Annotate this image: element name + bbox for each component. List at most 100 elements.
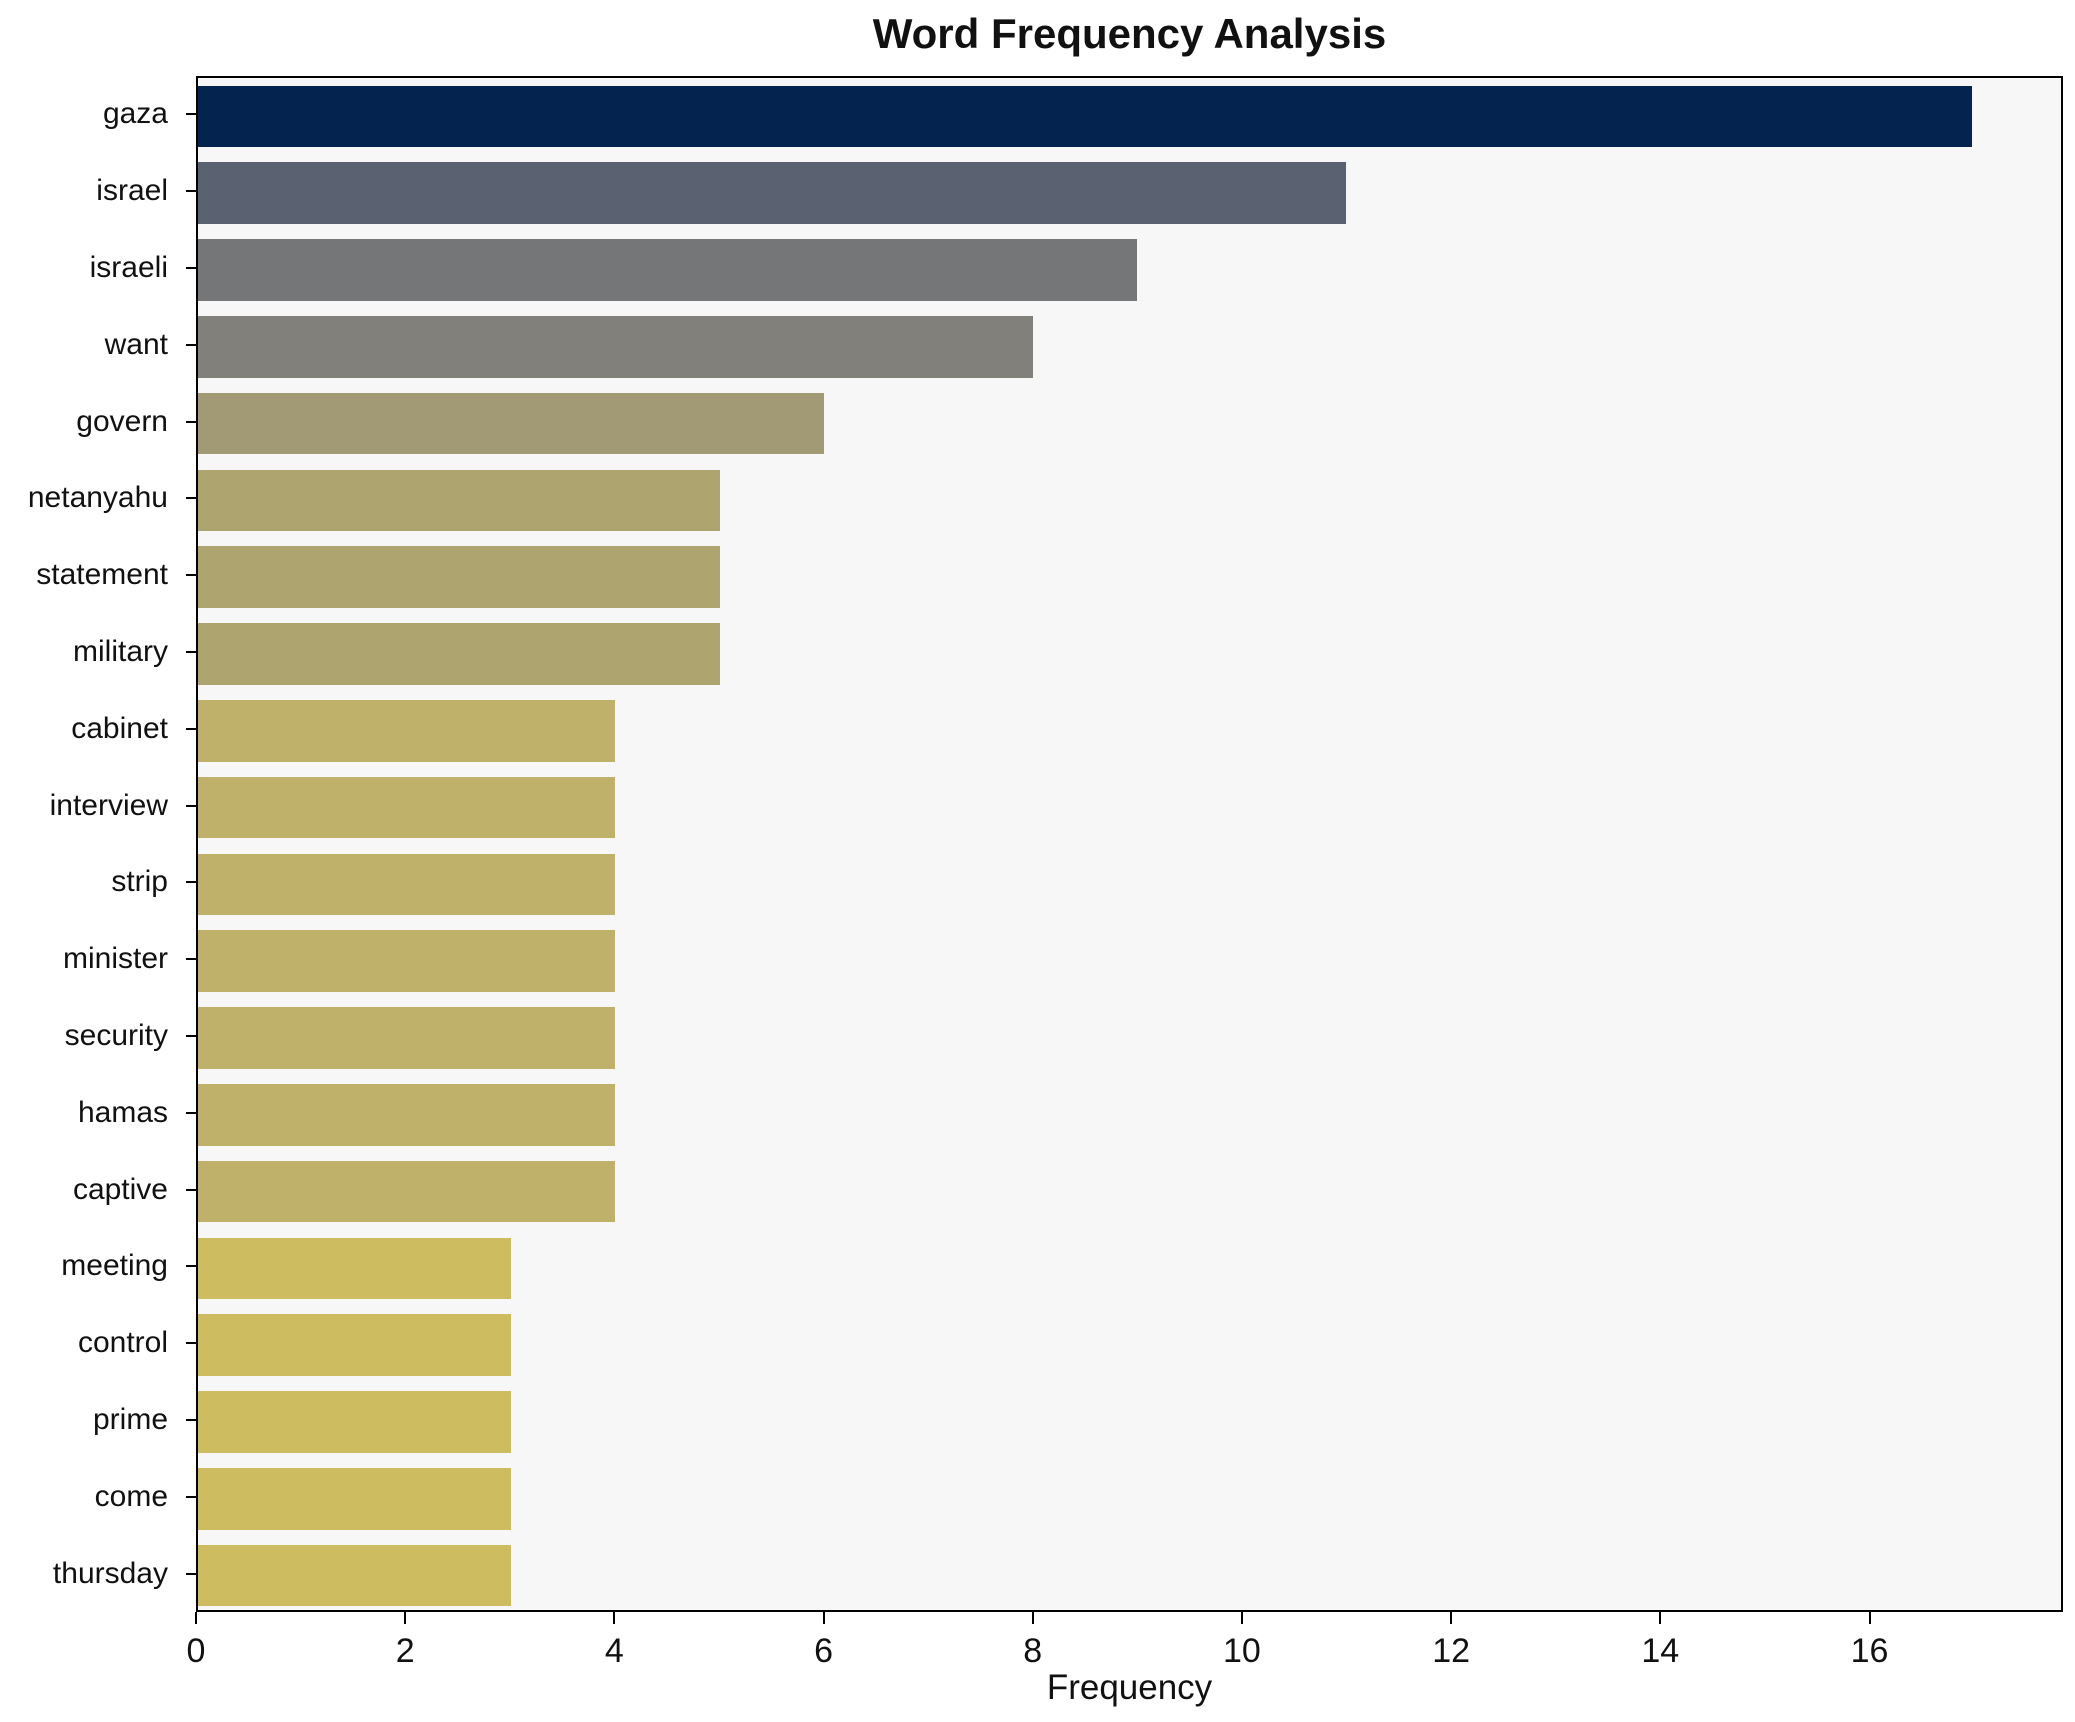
bar-come [198,1468,512,1530]
bar-israeli [198,239,1138,301]
x-tick-mark [1659,1612,1662,1624]
bar-control [198,1314,512,1376]
x-tick-label-10: 10 [1223,1632,1261,1670]
y-tick-label-israeli: israeli [89,251,168,284]
bar-row-security [198,1000,2061,1077]
bar-statement [198,546,720,608]
bar-row-cabinet [198,692,2061,769]
y-tick-mark [186,1342,196,1345]
bar-row-captive [198,1153,2061,1230]
bar-row-gaza [198,78,2061,155]
bar-row-control [198,1307,2061,1384]
y-tick-mark [186,497,196,500]
x-tick-mark [613,1612,616,1624]
y-tick-mark [186,343,196,346]
x-tick-label-4: 4 [604,1632,624,1670]
bar-row-statement [198,539,2061,616]
y-tick-label-control: control [77,1326,168,1360]
bar-want [198,316,1033,378]
y-tick-mark [186,1419,196,1421]
y-tick-mark [186,113,196,116]
y-tick-label-cabinet: cabinet [71,711,168,745]
x-tick-mark [1868,1612,1871,1624]
x-tick-label-0: 0 [186,1632,206,1670]
y-tick-label-military: military [73,635,168,668]
bar-row-thursday [198,1537,2061,1614]
bar-captive [198,1160,616,1223]
x-axis: 0 2 4 6 8 10 12 14 16 [187,1612,2063,1722]
y-tick-label-prime: prime [92,1403,168,1436]
bar-hamas [198,1084,616,1146]
y-tick-label-netanyahu: netanyahu [27,481,168,515]
y-tick-label-want: want [104,327,168,361]
y-tick-label-security: security [64,1019,168,1052]
y-tick-label-interview: interview [49,788,168,822]
y-tick-mark [186,190,196,193]
bar-row-netanyahu [198,462,2061,539]
y-tick-mark [186,1035,196,1037]
y-tick-mark [186,881,196,884]
y-axis: gaza israel israeli want govern netanyahu stat… [0,76,196,1612]
y-tick-mark [186,1265,196,1268]
x-tick-mark [1450,1612,1453,1624]
bar-row-minister [198,923,2061,1000]
y-tick-label-gaza: gaza [102,97,168,131]
y-tick-label-hamas: hamas [77,1095,168,1129]
bar-row-israel [198,155,2061,232]
y-tick-mark [186,804,196,807]
chart-title: Word Frequency Analysis [872,10,1387,57]
plot-area [196,76,2063,1612]
x-tick-label-8: 8 [1023,1632,1043,1670]
bar-gaza [198,85,1973,148]
x-tick-label-2: 2 [395,1632,415,1670]
bar-military [198,623,720,685]
bar-cabinet [198,700,616,762]
bar-govern [198,392,825,455]
bar-row-interview [198,769,2061,846]
y-tick-label-meeting: meeting [61,1249,168,1283]
bar-strip [198,853,616,916]
y-tick-mark [186,1495,196,1498]
bar-row-govern [198,385,2061,462]
y-tick-label-come: come [94,1479,168,1513]
y-tick-label-statement: statement [36,558,168,592]
x-tick-mark [1031,1612,1034,1624]
y-tick-label-israel: israel [96,174,168,208]
x-tick-label-14: 14 [1641,1632,1680,1670]
y-tick-mark [186,420,196,423]
y-tick-mark [186,1188,196,1191]
bar-row-hamas [198,1076,2061,1153]
y-tick-label-captive: captive [72,1172,168,1206]
x-tick-label-16: 16 [1850,1632,1889,1670]
y-tick-label-strip: strip [111,865,168,899]
bar-row-military [198,616,2061,693]
bar-row-strip [198,846,2061,923]
y-tick-mark [186,574,196,577]
bar-interview [198,776,616,839]
y-tick-label-minister: minister [62,942,168,976]
bar-israel [198,162,1347,224]
bar-security [198,1007,616,1069]
y-tick-mark [186,1572,196,1575]
x-tick-label-6: 6 [814,1632,834,1670]
bar-row-prime [198,1384,2061,1461]
x-tick-mark [822,1612,825,1624]
bar-meeting [198,1237,512,1300]
bar-netanyahu [198,469,720,532]
bar-row-meeting [198,1230,2061,1307]
bar-prime [198,1391,512,1453]
y-tick-mark [186,267,196,269]
y-tick-mark [186,1111,196,1114]
x-tick-mark [1240,1612,1243,1624]
y-tick-mark [186,651,196,653]
y-tick-mark [186,958,196,961]
bar-row-israeli [198,232,2061,309]
bar-row-come [198,1460,2061,1537]
x-axis-label: Frequency [1046,1668,1213,1707]
x-tick-mark [195,1612,197,1624]
x-tick-mark [404,1612,407,1624]
y-tick-label-govern: govern [76,404,168,438]
bar-row-want [198,308,2061,385]
bar-minister [198,930,616,992]
